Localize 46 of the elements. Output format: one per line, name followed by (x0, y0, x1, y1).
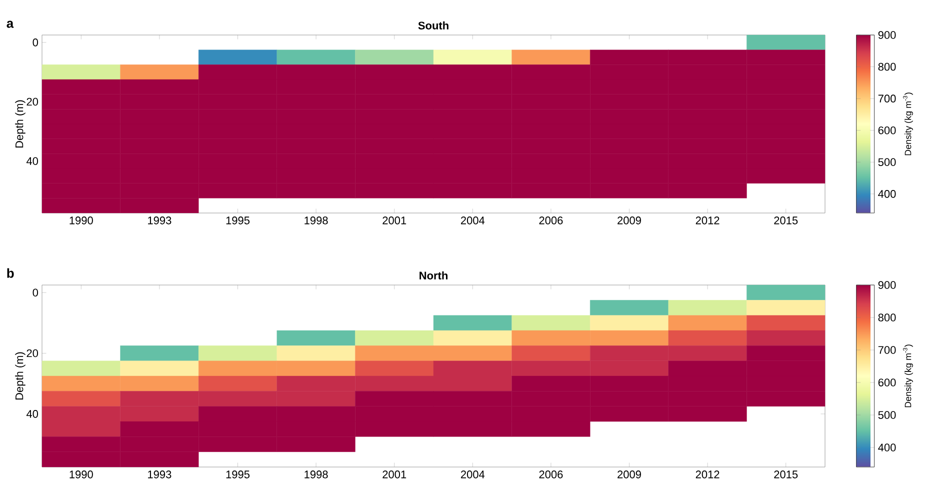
y-tick-label: 40 (26, 410, 38, 418)
x-tick-label: 2009 (618, 216, 641, 224)
x-tick-label: 2004 (460, 470, 485, 478)
x-tick-label: 2004 (460, 216, 485, 224)
x-tick-label: 1998 (304, 216, 328, 224)
color-bar-label: 600 (878, 126, 896, 134)
color-bar-label: 700 (878, 346, 896, 354)
color-bar-label: 500 (878, 158, 896, 166)
color-bar-label: 500 (878, 411, 896, 419)
x-tick-label: 2006 (539, 216, 563, 224)
y-tick-label: 0 (32, 38, 38, 46)
color-bar-label: 900 (878, 31, 896, 39)
x-tick-label: 1993 (148, 470, 172, 478)
x-tick-label: 2006 (539, 470, 563, 478)
x-tick-label: 1990 (70, 216, 93, 224)
x-tick-label: 2015 (774, 470, 798, 478)
x-tick-label: 1995 (226, 470, 250, 478)
text: a (6, 20, 14, 28)
y-tick-label: 40 (26, 157, 38, 165)
color-bar-label: 400 (878, 444, 896, 452)
x-tick-label: 2012 (696, 470, 720, 478)
color-bar-title: Density (kg m$^{-3}$) (903, 92, 913, 156)
y-axis-title: Depth (m) (15, 352, 26, 400)
color-bar-label: 400 (878, 190, 896, 198)
y-axis-title: Depth (m) (15, 100, 26, 148)
color-bar-label: 700 (878, 94, 896, 102)
chart-title: North (420, 271, 448, 280)
x-tick-label: 1993 (148, 216, 172, 224)
y-tick-label: 0 (32, 288, 38, 296)
x-tick-label: 1995 (226, 216, 250, 224)
x-tick-label: 2001 (382, 470, 406, 478)
color-bar-label: 600 (878, 378, 896, 386)
x-tick-label: 1990 (70, 470, 93, 478)
color-bar-label: 900 (878, 281, 896, 289)
x-tick-label: 1998 (304, 470, 328, 478)
color-bar-title: Density (kg m$^{-3}$) (903, 344, 913, 408)
color-bar-label: 800 (878, 62, 896, 71)
x-tick-label: 2012 (696, 216, 720, 224)
chart-title: South (418, 21, 448, 30)
x-tick-label: 2009 (618, 470, 641, 478)
x-tick-label: 2015 (774, 216, 798, 224)
y-tick-label: 20 (26, 98, 38, 106)
x-tick-label: 2001 (382, 216, 406, 224)
text: b (7, 268, 14, 278)
color-bar-label: 800 (878, 314, 896, 322)
y-tick-label: 20 (26, 349, 38, 358)
